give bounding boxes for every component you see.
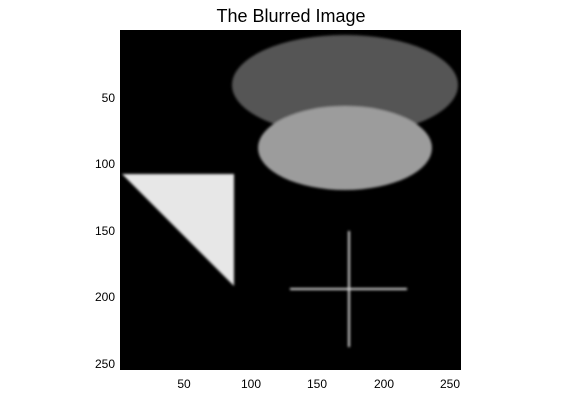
y-tick-label: 100 xyxy=(94,157,115,171)
x-tick-label: 200 xyxy=(373,377,395,391)
figure-title: The Blurred Image xyxy=(216,6,366,26)
x-tick-label: 250 xyxy=(439,377,461,391)
y-tick-label: 50 xyxy=(101,91,115,105)
blurred-image xyxy=(120,30,461,370)
x-tick-label: 150 xyxy=(306,377,328,391)
x-tick-label: 50 xyxy=(177,377,191,391)
small-ellipse xyxy=(258,106,432,190)
image-axes xyxy=(120,30,461,370)
x-tick-label: 100 xyxy=(240,377,262,391)
large-ellipse xyxy=(232,35,458,135)
y-tick-label: 250 xyxy=(94,357,115,371)
triangle xyxy=(122,174,234,286)
y-tick-label: 200 xyxy=(94,290,115,304)
y-tick-label: 150 xyxy=(94,224,115,238)
